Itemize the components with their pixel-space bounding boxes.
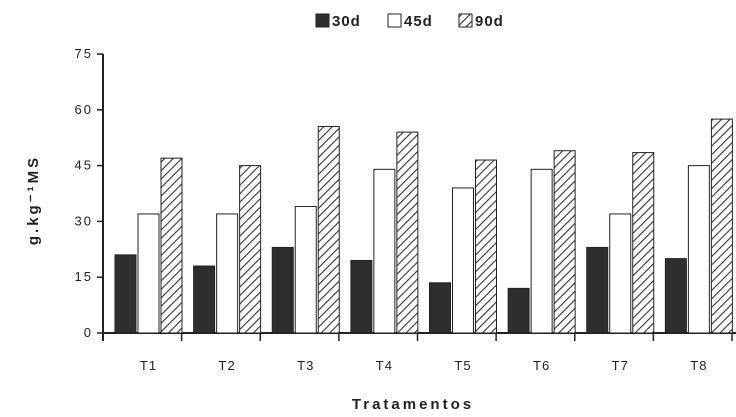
legend-swatch-30d (315, 13, 330, 28)
bar-t1-90d (160, 157, 183, 334)
legend-label-90d: 90d (475, 13, 504, 30)
bar-t5-90d (475, 159, 497, 334)
bar-t8-45d (687, 165, 710, 334)
legend-swatch-90d (458, 13, 473, 28)
x-tick-label: T1 (140, 358, 157, 373)
bar-t5-45d (452, 187, 474, 334)
bar-t6-30d (507, 287, 530, 334)
x-tick-label: T4 (376, 358, 393, 373)
bar-t3-45d (294, 206, 317, 334)
bar-t7-45d (609, 213, 632, 334)
legend-label-45d: 45d (404, 13, 433, 30)
bar-t8-90d (710, 118, 733, 334)
bar-t2-30d (193, 265, 216, 334)
bar-t1-30d (114, 254, 137, 334)
x-tick-label: T6 (533, 358, 550, 373)
x-tick-label: T2 (219, 358, 236, 373)
bar-t4-45d (373, 168, 396, 334)
bar-t6-90d (553, 150, 576, 334)
bar-t3-30d (271, 246, 294, 334)
bars (114, 118, 733, 334)
x-axis-title: Tratamentos (352, 396, 474, 412)
bar-t3-90d (317, 126, 340, 334)
y-tick-label: 15 (75, 269, 93, 284)
y-tick-label: 75 (75, 46, 93, 61)
y-axis-title: g.kg⁻¹MS (25, 155, 42, 245)
legend-label-30d: 30d (332, 13, 361, 30)
bar-t6-45d (530, 168, 553, 334)
y-tick-label: 60 (75, 102, 93, 117)
x-axis: T1 T2 T3 T4 T5 T6 T7 T8 (102, 332, 736, 373)
bar-t4-90d (396, 131, 419, 334)
bar-t5-30d (429, 282, 451, 334)
bar-t1-45d (137, 213, 160, 334)
bar-t8-30d (664, 258, 687, 334)
x-tick-label: T3 (297, 358, 314, 373)
y-tick-label: 30 (75, 213, 93, 228)
legend: 30d 45d 90d (315, 13, 504, 30)
y-tick-label: 45 (75, 158, 93, 173)
x-tick-label: T7 (612, 358, 629, 373)
y-axis: 0 15 30 45 60 75 (75, 46, 104, 341)
x-tick-label: T5 (454, 358, 471, 373)
bar-t7-90d (632, 152, 655, 334)
bar-t7-30d (586, 246, 609, 334)
bar-t4-30d (350, 259, 373, 334)
x-tick-label: T8 (690, 358, 707, 373)
bar-t2-45d (216, 213, 239, 334)
bar-t2-90d (239, 165, 262, 334)
y-tick-label: 0 (84, 325, 93, 340)
legend-swatch-45d (387, 13, 402, 28)
